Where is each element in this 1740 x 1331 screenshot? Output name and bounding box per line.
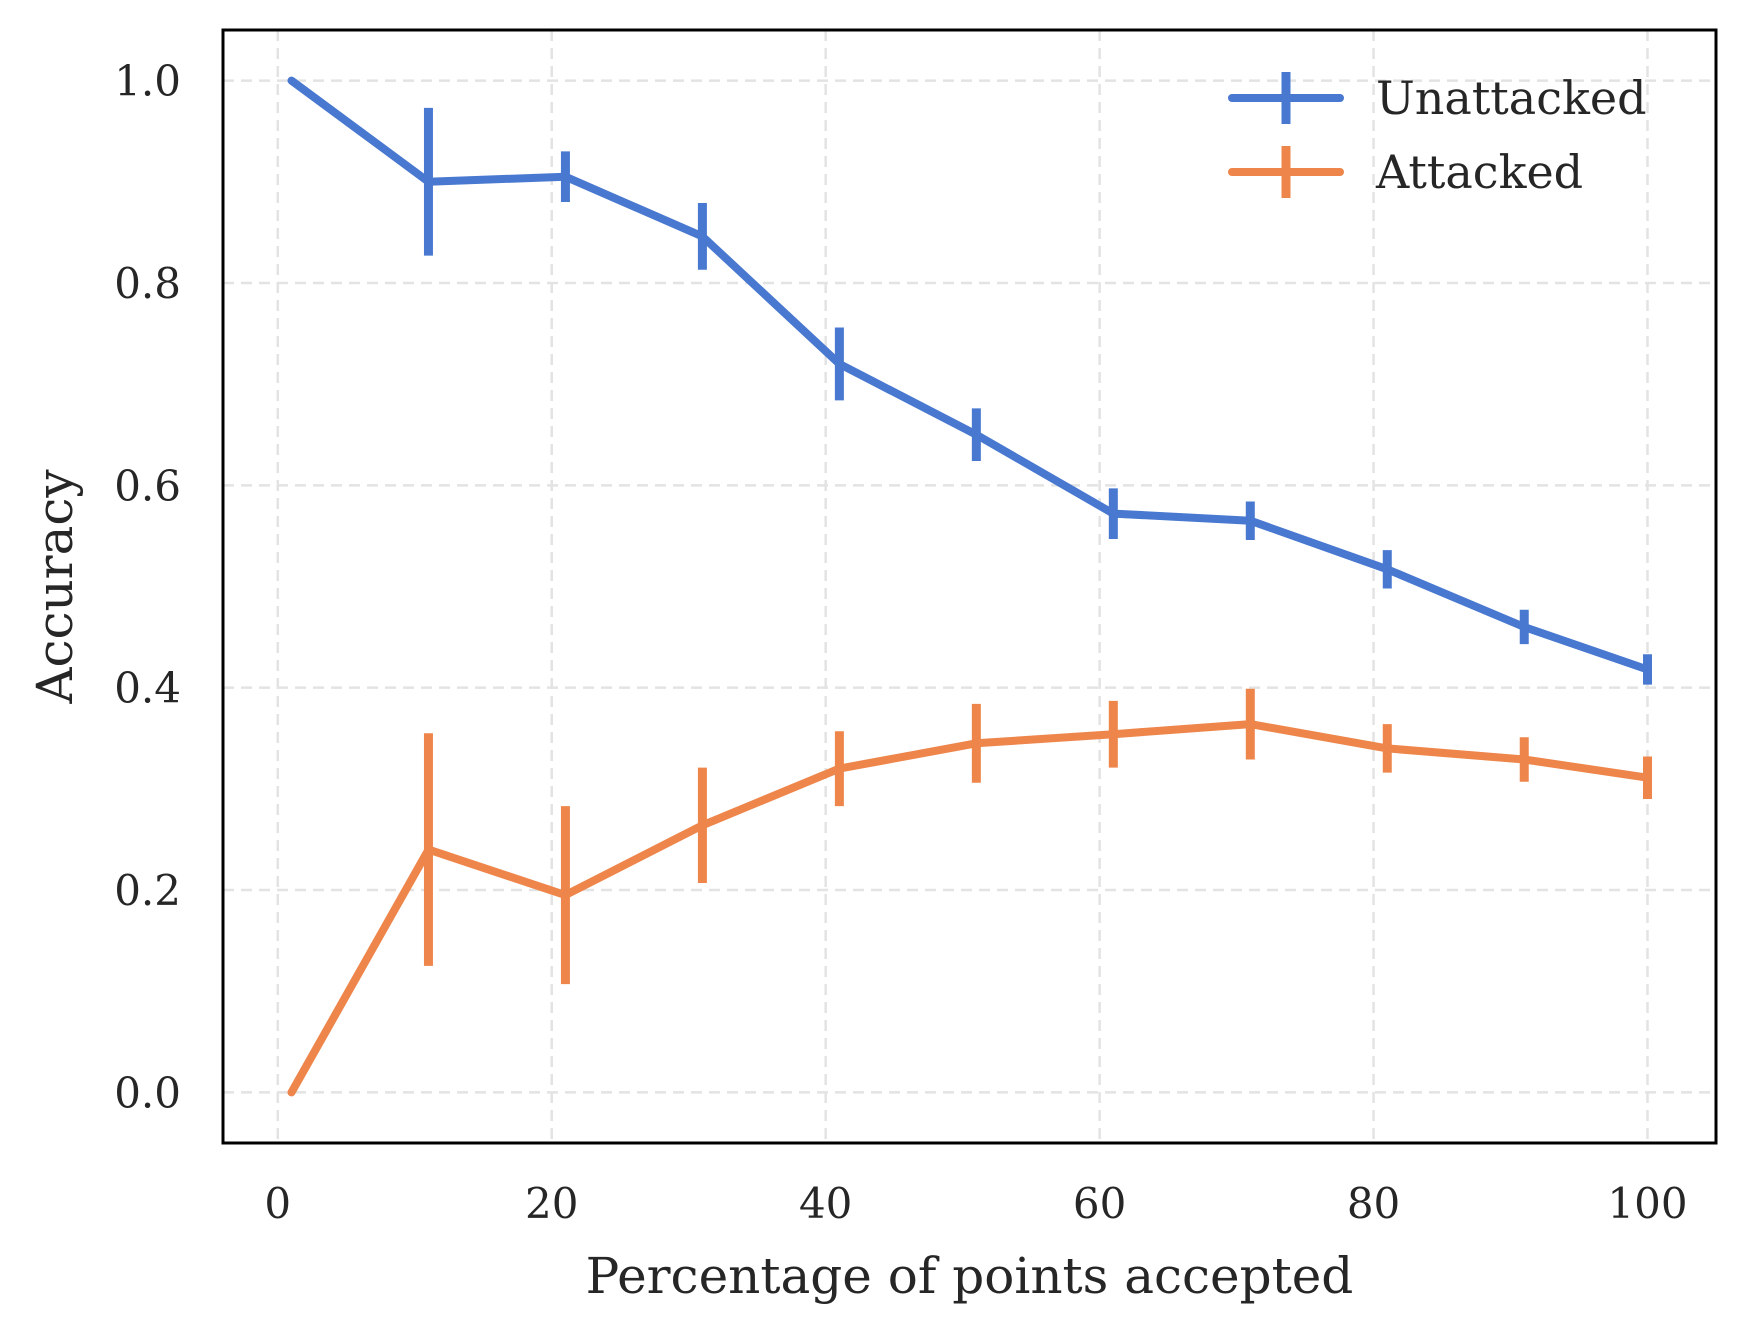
y-tick-label: 0.0 <box>114 1068 181 1117</box>
tick-labels: 0 20 40 60 80 100 0.0 0.2 0.4 0.6 0.8 1.0 <box>114 57 1687 1228</box>
x-tick-label: 0 <box>264 1179 291 1228</box>
plot-frame <box>221 28 1718 1145</box>
y-tick-label: 0.8 <box>114 259 181 308</box>
legend-label: Attacked <box>1375 145 1583 199</box>
y-tick-label: 0.2 <box>114 866 181 915</box>
x-tick-label: 60 <box>1073 1179 1126 1228</box>
y-axis-label: Accuracy <box>26 469 84 705</box>
series-attacked <box>287 688 1653 1097</box>
y-tick-label: 0.6 <box>114 461 181 510</box>
legend: Unattacked Attacked <box>1228 71 1647 199</box>
series-line <box>287 76 1652 674</box>
legend-entry: Attacked <box>1228 145 1583 199</box>
series-layer <box>287 76 1653 1097</box>
y-tick-label: 1.0 <box>114 57 181 106</box>
legend-entry: Unattacked <box>1228 71 1647 125</box>
x-tick-label: 100 <box>1607 1179 1687 1228</box>
legend-label: Unattacked <box>1376 71 1647 125</box>
x-tick-label: 40 <box>799 1179 852 1228</box>
series-line <box>287 720 1652 1097</box>
x-tick-label: 20 <box>525 1179 578 1228</box>
y-tick-label: 0.4 <box>114 664 181 713</box>
series-unattacked <box>287 76 1653 685</box>
x-axis-label: Percentage of points accepted <box>586 1247 1354 1305</box>
grid-lines <box>223 30 1716 1143</box>
x-tick-label: 80 <box>1347 1179 1400 1228</box>
